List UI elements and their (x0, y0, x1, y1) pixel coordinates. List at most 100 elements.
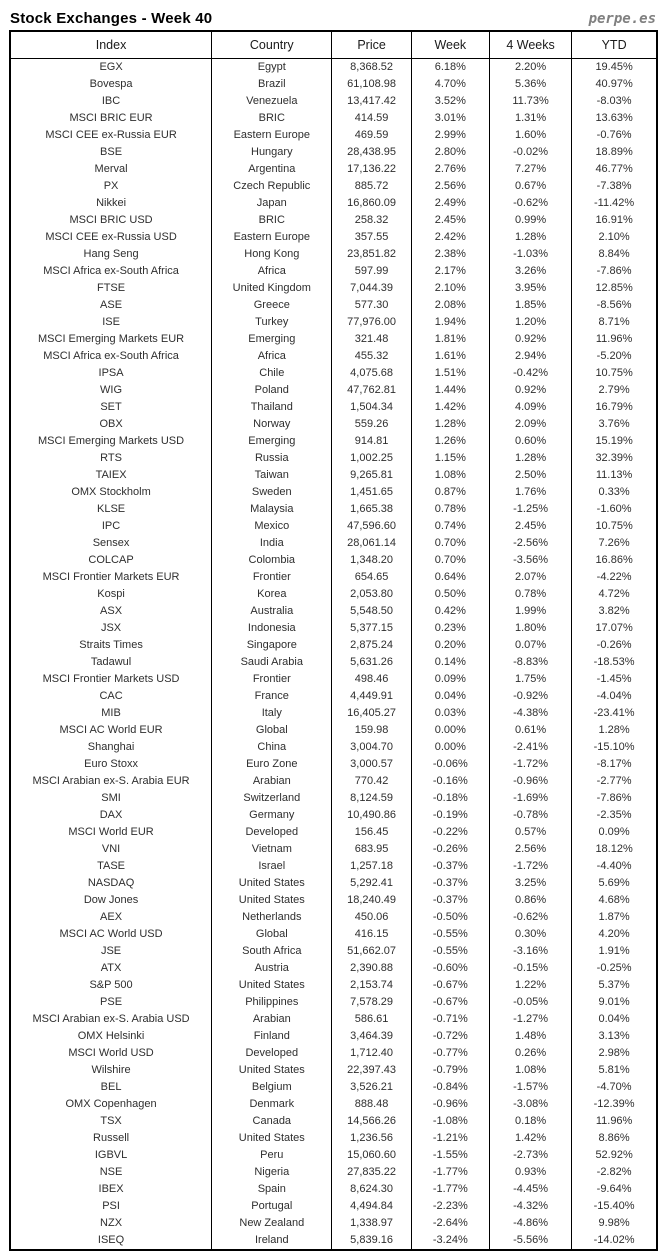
cell-country: Emerging (211, 433, 332, 450)
table-row: CAC France 4,449.91 0.04% -0.92% -4.04% (10, 688, 657, 705)
cell-country: United States (211, 892, 332, 909)
cell-price: 683.95 (331, 841, 412, 858)
cell-index: Sensex (92, 537, 130, 549)
cell-ytd: -2.77% (571, 773, 657, 790)
cell-ytd: -8.17% (571, 756, 657, 773)
cell-4weeks: -1.57% (488, 1079, 572, 1096)
cell-price: 1,665.38 (331, 501, 412, 518)
cell-index: KLSE (96, 503, 126, 515)
cell-index: IBEX (98, 1183, 124, 1195)
cell-ytd: 16.79% (571, 399, 657, 416)
cell-country: New Zealand (211, 1215, 332, 1232)
table-row: Hang Seng Hong Kong 23,851.82 2.38% -1.03% 8.… (10, 246, 657, 263)
cell-ytd: 3.82% (571, 603, 657, 620)
cell-index: NSE (99, 1166, 123, 1178)
brand-logo: perpe.es (588, 11, 656, 27)
cell-4weeks: 0.92% (488, 382, 572, 399)
cell-index: ASE (100, 299, 123, 311)
cell-country: United States (211, 977, 332, 994)
cell-index: RTS (100, 452, 122, 464)
cell-country: Italy (211, 705, 332, 722)
cell-week: -0.18% (410, 790, 490, 807)
cell-week: 1.81% (410, 331, 490, 348)
cell-ytd: 8.84% (571, 246, 657, 263)
cell-4weeks: 1.80% (488, 620, 572, 637)
cell-price: 5,377.15 (331, 620, 412, 637)
table-row: Sensex India 28,061.14 0.70% -2.56% 7.26% (10, 535, 657, 552)
table-row: PSI Portugal 4,494.84 -2.23% -4.32% -15.40% (10, 1198, 657, 1215)
cell-country: Japan (211, 195, 332, 212)
cell-price: 2,153.74 (331, 977, 412, 994)
table-row: MSCI World EUR Developed 156.45 -0.22% 0.57%… (10, 824, 657, 841)
cell-country: United Kingdom (211, 280, 332, 297)
cell-country: Belgium (211, 1079, 332, 1096)
cell-week: 2.08% (410, 297, 490, 314)
cell-ytd: 40.97% (571, 76, 657, 93)
cell-index: MSCI AC World USD (59, 928, 163, 940)
cell-country: Finland (211, 1028, 332, 1045)
cell-index: PSE (100, 996, 123, 1008)
cell-week: 1.51% (410, 365, 490, 382)
table-row: Shanghai China 3,004.70 0.00% -2.41% -15.10% (10, 739, 657, 756)
cell-week: 0.78% (410, 501, 490, 518)
cell-price: 559.26 (331, 416, 412, 433)
table-row: Merval Argentina 17,136.22 2.76% 7.27% 46.77% (10, 161, 657, 178)
cell-week: -0.06% (410, 756, 490, 773)
table-row: MSCI BRIC EUR BRIC 414.59 3.01% 1.31% 13.63% (10, 110, 657, 127)
cell-index: MSCI Africa ex-South Africa (43, 350, 179, 362)
table-row: Bovespa Brazil 61,108.98 4.70% 5.36% 40.97% (10, 76, 657, 93)
cell-index: MSCI Emerging Markets USD (38, 435, 185, 447)
cell-price: 597.99 (331, 263, 412, 280)
cell-week: -0.72% (410, 1028, 490, 1045)
cell-country: Israel (211, 858, 332, 875)
cell-price: 10,490.86 (331, 807, 412, 824)
table-row: ATX Austria 2,390.88 -0.60% -0.15% -0.25% (10, 960, 657, 977)
cell-ytd: 11.13% (571, 467, 657, 484)
cell-index: Merval (94, 163, 128, 175)
cell-week: 0.70% (410, 552, 490, 569)
cell-country: India (211, 535, 332, 552)
cell-price: 469.59 (331, 127, 412, 144)
cell-country: Saudi Arabia (211, 654, 332, 671)
cell-price: 8,368.52 (331, 58, 412, 76)
cell-ytd: 5.69% (571, 875, 657, 892)
cell-index: MIB (101, 707, 121, 719)
cell-ytd: -18.53% (571, 654, 657, 671)
cell-4weeks: 1.99% (488, 603, 572, 620)
cell-price: 2,875.24 (331, 637, 412, 654)
cell-4weeks: 0.26% (488, 1045, 572, 1062)
cell-4weeks: -1.03% (488, 246, 572, 263)
table-row: OBX Norway 559.26 1.28% 2.09% 3.76% (10, 416, 657, 433)
cell-country: Peru (211, 1147, 332, 1164)
cell-ytd: 2.98% (571, 1045, 657, 1062)
cell-week: 0.14% (410, 654, 490, 671)
cell-week: -0.60% (410, 960, 490, 977)
cell-country: Hungary (211, 144, 332, 161)
cell-price: 61,108.98 (331, 76, 412, 93)
cell-index: MSCI Arabian ex-S. Arabia USD (32, 1013, 190, 1025)
cell-index: ASX (100, 605, 123, 617)
table-row: MSCI Frontier Markets EUR Frontier 654.65 0… (10, 569, 657, 586)
cell-ytd: -0.26% (571, 637, 657, 654)
cell-price: 28,438.95 (331, 144, 412, 161)
cell-index: MSCI Arabian ex-S. Arabia EUR (32, 775, 190, 787)
cell-index: MSCI Frontier Markets EUR (42, 571, 180, 583)
table-row: JSX Indonesia 5,377.15 0.23% 1.80% 17.07% (10, 620, 657, 637)
table-row: Russell United States 1,236.56 -1.21% 1.42% 8… (10, 1130, 657, 1147)
cell-index: ISEQ (97, 1234, 125, 1246)
cell-price: 156.45 (331, 824, 412, 841)
table-row: MSCI Emerging Markets USD Emerging 914.81 1… (10, 433, 657, 450)
cell-week: 1.42% (410, 399, 490, 416)
cell-index: BSE (100, 146, 123, 158)
cell-ytd: -12.39% (571, 1096, 657, 1113)
cell-4weeks: 1.22% (488, 977, 572, 994)
cell-ytd: 19.45% (571, 58, 657, 76)
cell-week: -0.67% (410, 994, 490, 1011)
report-header: Stock Exchanges - Week 40 perpe.es (0, 0, 664, 30)
cell-price: 3,526.21 (331, 1079, 412, 1096)
cell-index: Hang Seng (83, 248, 139, 260)
table-row: COLCAP Colombia 1,348.20 0.70% -3.56% 16.86% (10, 552, 657, 569)
cell-index: IPSA (98, 367, 124, 379)
cell-4weeks: 1.75% (488, 671, 572, 688)
column-header-price: Price (331, 31, 412, 59)
